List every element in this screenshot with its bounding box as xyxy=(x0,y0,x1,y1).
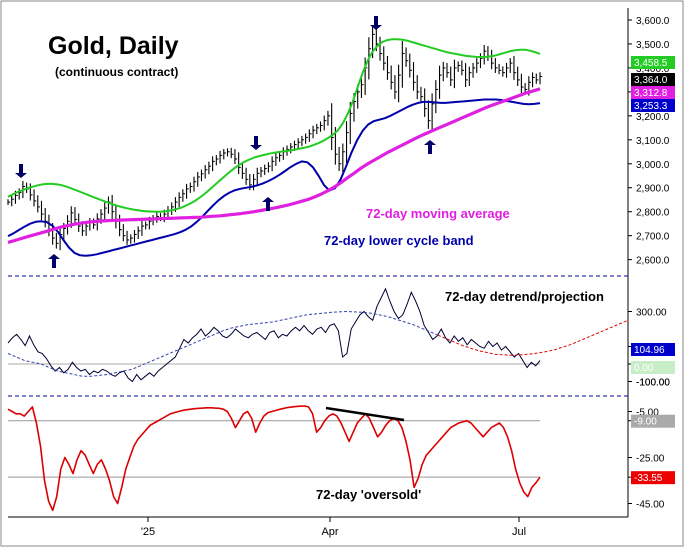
price-y-tick-label: 3,500.0 xyxy=(636,40,670,51)
detrend-value-label: 104.96 xyxy=(634,345,665,356)
down-arrow-icon xyxy=(250,136,262,150)
chart-subtitle: (continuous contract) xyxy=(55,65,178,79)
detrend-label: 72-day detrend/projection xyxy=(445,289,604,304)
up-arrow-icon xyxy=(262,197,274,211)
price-y-tick-label: 3,200.0 xyxy=(636,112,670,123)
projection-line-future xyxy=(437,319,629,356)
last-price-label-box xyxy=(631,73,675,86)
detrend-zero-box xyxy=(631,361,675,374)
oversold-label: 72-day 'oversold' xyxy=(316,487,421,502)
price-y-tick-label: 2,900.0 xyxy=(636,184,670,195)
x-tick-label: Apr xyxy=(321,526,338,538)
price-y-tick-label: 3,000.0 xyxy=(636,160,670,171)
oversold-ref-box xyxy=(631,414,675,428)
upper-band-value-label-box xyxy=(631,56,675,69)
down-arrow-icon xyxy=(15,164,27,178)
detrend-zero-value-label: 0.00 xyxy=(634,363,654,374)
down-arrow-icon xyxy=(370,16,382,30)
detrend-y-tick-label: -100.00 xyxy=(636,378,670,389)
oversold-y-tick-label: -5.00 xyxy=(636,408,659,419)
oversold-panel xyxy=(7,405,541,512)
x-tick-label: Jul xyxy=(512,526,526,538)
price-y-tick-label: 2,800.0 xyxy=(636,208,670,219)
moving-average-line xyxy=(7,87,541,244)
oversold-value-label: -33.55 xyxy=(634,473,663,484)
detrend-y-tick-label: 300.00 xyxy=(636,308,667,319)
chart-title: Gold, Daily xyxy=(48,32,179,60)
detrend-panel xyxy=(7,287,629,383)
lower-band-value-label: 3,253.3 xyxy=(634,101,668,112)
oversold-y-tick-label: -45.00 xyxy=(636,500,665,511)
price-panel xyxy=(7,16,543,268)
last-price-label: 3,364.0 xyxy=(634,75,668,86)
up-arrow-icon xyxy=(48,254,60,268)
oversold-y-tick-label: -25.00 xyxy=(636,454,665,465)
upper-band-line xyxy=(7,38,541,213)
price-y-tick-label: 3,100.0 xyxy=(636,136,670,147)
moving-average-value-label-box xyxy=(631,86,675,99)
projection-line-past xyxy=(7,310,439,377)
detrend-value-box xyxy=(631,343,675,356)
lower-band-value-label-box xyxy=(631,99,675,112)
oversold-ref-label: -9.00 xyxy=(634,417,657,428)
ma-label: 72-day moving average xyxy=(366,206,510,221)
price-y-tick-label: 2,700.0 xyxy=(636,232,670,243)
price-y-tick-label: 3,400.0 xyxy=(636,64,670,75)
up-arrow-icon xyxy=(424,140,436,154)
price-y-tick-label: 3,600.0 xyxy=(636,16,670,27)
divergence-line xyxy=(325,406,405,422)
oversold-value-box xyxy=(631,471,675,485)
lower-band-label: 72-day lower cycle band xyxy=(324,233,474,248)
detrend-line xyxy=(7,287,541,383)
lower-band-line xyxy=(7,98,541,257)
detrend-y-tick-label: -100.00 xyxy=(636,378,670,389)
moving-average-value-label: 3,312.8 xyxy=(634,88,668,99)
oversold-line xyxy=(7,405,541,512)
x-tick-label: '25 xyxy=(141,526,155,538)
upper-band-value-label: 3,458.5 xyxy=(634,58,668,69)
price-y-tick-label: 2,600.0 xyxy=(636,256,670,267)
